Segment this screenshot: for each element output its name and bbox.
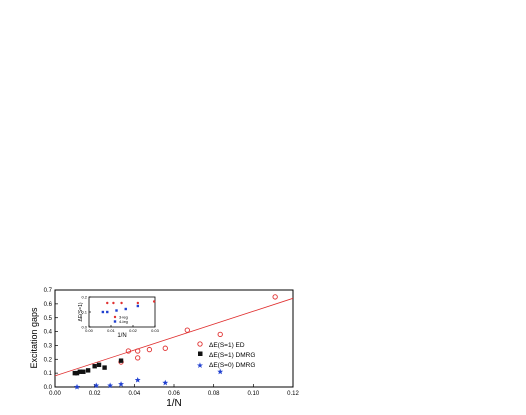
y-axis-label: Excitation gaps — [29, 307, 39, 369]
main-series-1-point — [96, 362, 102, 368]
main-x-tick-label: 0.02 — [89, 391, 101, 397]
x-axis-label: 1/N — [166, 398, 182, 409]
main-x-tick-label: 0.04 — [128, 391, 140, 397]
main-series-1-point — [77, 369, 82, 374]
main-series-2-point — [74, 383, 80, 390]
inset-series-1-point — [101, 310, 105, 314]
legend-marker-dmrg-s0: ★ — [196, 361, 203, 370]
main-series-1-point — [72, 370, 78, 376]
inset-series-0-point — [120, 301, 123, 305]
main-series-2-point — [93, 382, 100, 389]
inset-series-0-point — [136, 301, 140, 305]
inset-x-tick-label: 0.01 — [107, 328, 116, 333]
main-series-1-point — [81, 369, 86, 374]
main-series-0-point — [272, 294, 278, 300]
inset-legend: 3-leg 4-leg — [113, 315, 128, 324]
main-marks-layer — [72, 294, 278, 390]
main-series-0-point — [125, 348, 132, 354]
main-series-2-point — [134, 376, 141, 383]
fit-line — [54, 297, 294, 377]
main-series-1-point — [102, 365, 107, 370]
main-series-0-point — [217, 331, 223, 337]
main-x-tick-label: 0.08 — [208, 391, 220, 397]
main-series-1-point — [85, 368, 91, 373]
inset-x-axis-label: 1/N — [117, 333, 126, 339]
inset-series-0-point — [106, 301, 109, 305]
legend-marker-ed — [197, 341, 203, 347]
inset-legend-marker-4leg — [113, 320, 117, 323]
main-series-1-point — [92, 364, 97, 369]
main-series-0-point — [146, 346, 153, 353]
inset-y-tick-label: 0.0 — [81, 324, 87, 329]
inset-legend-label-4leg: 4-leg — [119, 319, 128, 324]
inset-x-tick-label: 0.03 — [151, 328, 160, 333]
inset-legend-marker-3leg — [113, 315, 117, 319]
inset-series-1-point — [106, 310, 109, 314]
main-y-tick-label: 0.0 — [44, 385, 53, 391]
main-x-tick-label: 0.00 — [49, 391, 61, 397]
fit-line-layer — [54, 297, 294, 377]
inset-series-1-point — [136, 304, 140, 308]
main-y-tick-label: 0.4 — [44, 330, 53, 336]
main-series-2-point — [217, 368, 224, 375]
inset-y-axis-label: ΔE(S=1) — [78, 302, 84, 321]
main-series-0-point — [184, 327, 190, 333]
main-y-tick-label: 0.6 — [44, 302, 53, 308]
inset-series-0-point — [152, 300, 156, 303]
main-series-2-point — [107, 382, 114, 389]
main-x-tick-label: 0.12 — [287, 391, 299, 397]
legend-label-dmrg-s1: ΔE(S=1) DMRG — [209, 352, 255, 359]
main-series-2-point — [118, 381, 124, 387]
main-series-0-point — [135, 355, 141, 361]
inset-plot-frame — [88, 296, 156, 328]
main-x-tick-label: 0.10 — [247, 391, 259, 397]
main-y-tick-label: 0.5 — [44, 316, 53, 322]
inset-y-tick-label: 0.2 — [81, 294, 87, 299]
legend: ΔE(S=1) ED ΔE(S=1) DMRG ★ ΔE(S=0) DMRG — [196, 341, 255, 370]
legend-label-ed: ΔE(S=1) ED — [209, 342, 245, 349]
main-series-2-point — [162, 379, 169, 386]
main-series-0-point — [135, 348, 141, 354]
inset-series-1-point — [124, 307, 127, 311]
main-y-tick-label: 0.2 — [44, 357, 53, 363]
inset-series-0-point — [112, 301, 115, 305]
inset-x-ticks: 0.00 0.01 0.02 0.03 — [85, 325, 160, 333]
legend-marker-dmrg-s1 — [198, 351, 203, 356]
inset-series-1-point — [115, 309, 118, 312]
inset-y-ticks: 0.0 0.1 0.2 — [81, 294, 91, 329]
main-x-tick-label: 0.06 — [168, 391, 180, 397]
inset-legend-label-3leg: 3-leg — [119, 315, 128, 320]
inset-marks-layer — [101, 300, 156, 314]
main-series-1-point — [118, 358, 124, 363]
main-y-tick-label: 0.3 — [44, 344, 53, 350]
main-y-tick-label: 0.7 — [44, 288, 53, 294]
main-y-ticks: 0.0 0.1 0.2 0.3 0.4 0.5 0.6 0.7 — [44, 288, 58, 391]
legend-label-dmrg-s0: ΔE(S=0) DMRG — [209, 362, 255, 369]
main-x-ticks: 0.00 0.02 0.04 0.06 0.08 0.10 0.12 — [49, 384, 299, 397]
inset-x-tick-label: 0.02 — [129, 328, 138, 333]
main-y-tick-label: 0.1 — [44, 371, 53, 377]
inset-x-tick-label: 0.00 — [85, 328, 94, 333]
main-series-0-point — [162, 345, 168, 351]
inset-y-tick-label: 0.1 — [81, 309, 87, 314]
